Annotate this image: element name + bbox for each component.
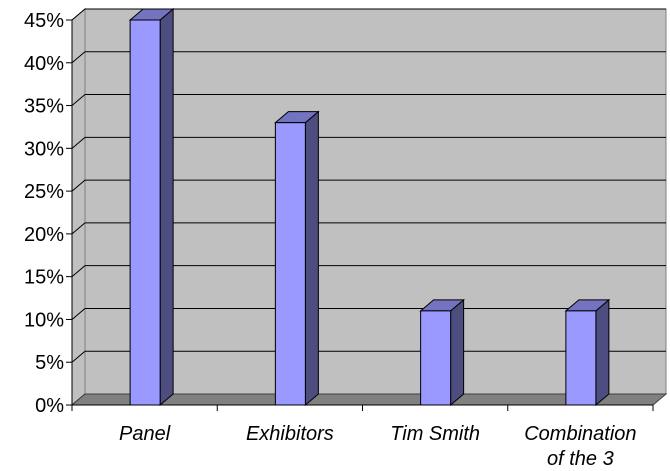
y-tick-label: 10% <box>24 309 64 331</box>
y-tick-label: 35% <box>24 96 64 118</box>
x-tick-label: Tim Smith <box>390 423 480 445</box>
plot-area <box>71 7 667 407</box>
gridline <box>71 136 666 149</box>
x-tick-label-line: Panel <box>119 423 171 445</box>
x-tick-label: Exhibitors <box>246 423 334 445</box>
bar-front <box>274 122 306 406</box>
x-axis-tick-labels: Panel Exhibitors Tim Smith Combination of th… <box>119 423 636 470</box>
gridline <box>71 265 666 278</box>
x-tick-label: Panel <box>119 423 171 445</box>
axes <box>66 19 654 411</box>
gridline <box>71 8 666 21</box>
bar-front <box>420 310 452 406</box>
y-tick-label: 15% <box>24 267 64 289</box>
bar-side <box>159 7 174 407</box>
bar <box>128 7 175 407</box>
gridline <box>71 51 666 64</box>
x-tick-label-line: Tim Smith <box>390 423 480 445</box>
y-axis-tick-labels: 0% 5% 10% 15% 20% 25% 30% 35% 40% 45% <box>24 10 64 417</box>
bar <box>564 298 611 407</box>
y-tick-label: 25% <box>24 181 64 203</box>
x-tick-label-line: Exhibitors <box>246 423 334 445</box>
y-tick-label: 20% <box>24 224 64 246</box>
gridline <box>71 179 666 192</box>
bar-side <box>304 110 319 407</box>
bar-side <box>595 298 610 407</box>
y-tick-label: 30% <box>24 138 64 160</box>
x-tick-label-line: Combination <box>524 423 636 445</box>
x-tick-label-line: of the 3 <box>547 448 614 470</box>
y-tick-label: 0% <box>35 395 64 417</box>
bar-front <box>129 19 161 406</box>
bar-side <box>450 298 465 407</box>
gridline <box>71 350 666 363</box>
gridline <box>71 222 666 235</box>
bar <box>419 298 465 407</box>
bar <box>274 110 320 407</box>
bar-front <box>565 310 597 406</box>
y-tick-label: 45% <box>24 10 64 32</box>
y-tick-label: 5% <box>35 352 64 374</box>
y-tick-label: 40% <box>24 53 64 75</box>
gridline <box>71 307 666 320</box>
x-tick-label: Combination of the 3 <box>524 423 636 470</box>
plot-side-wall <box>71 7 86 407</box>
gridlines <box>71 8 666 406</box>
gridline <box>71 94 666 106</box>
